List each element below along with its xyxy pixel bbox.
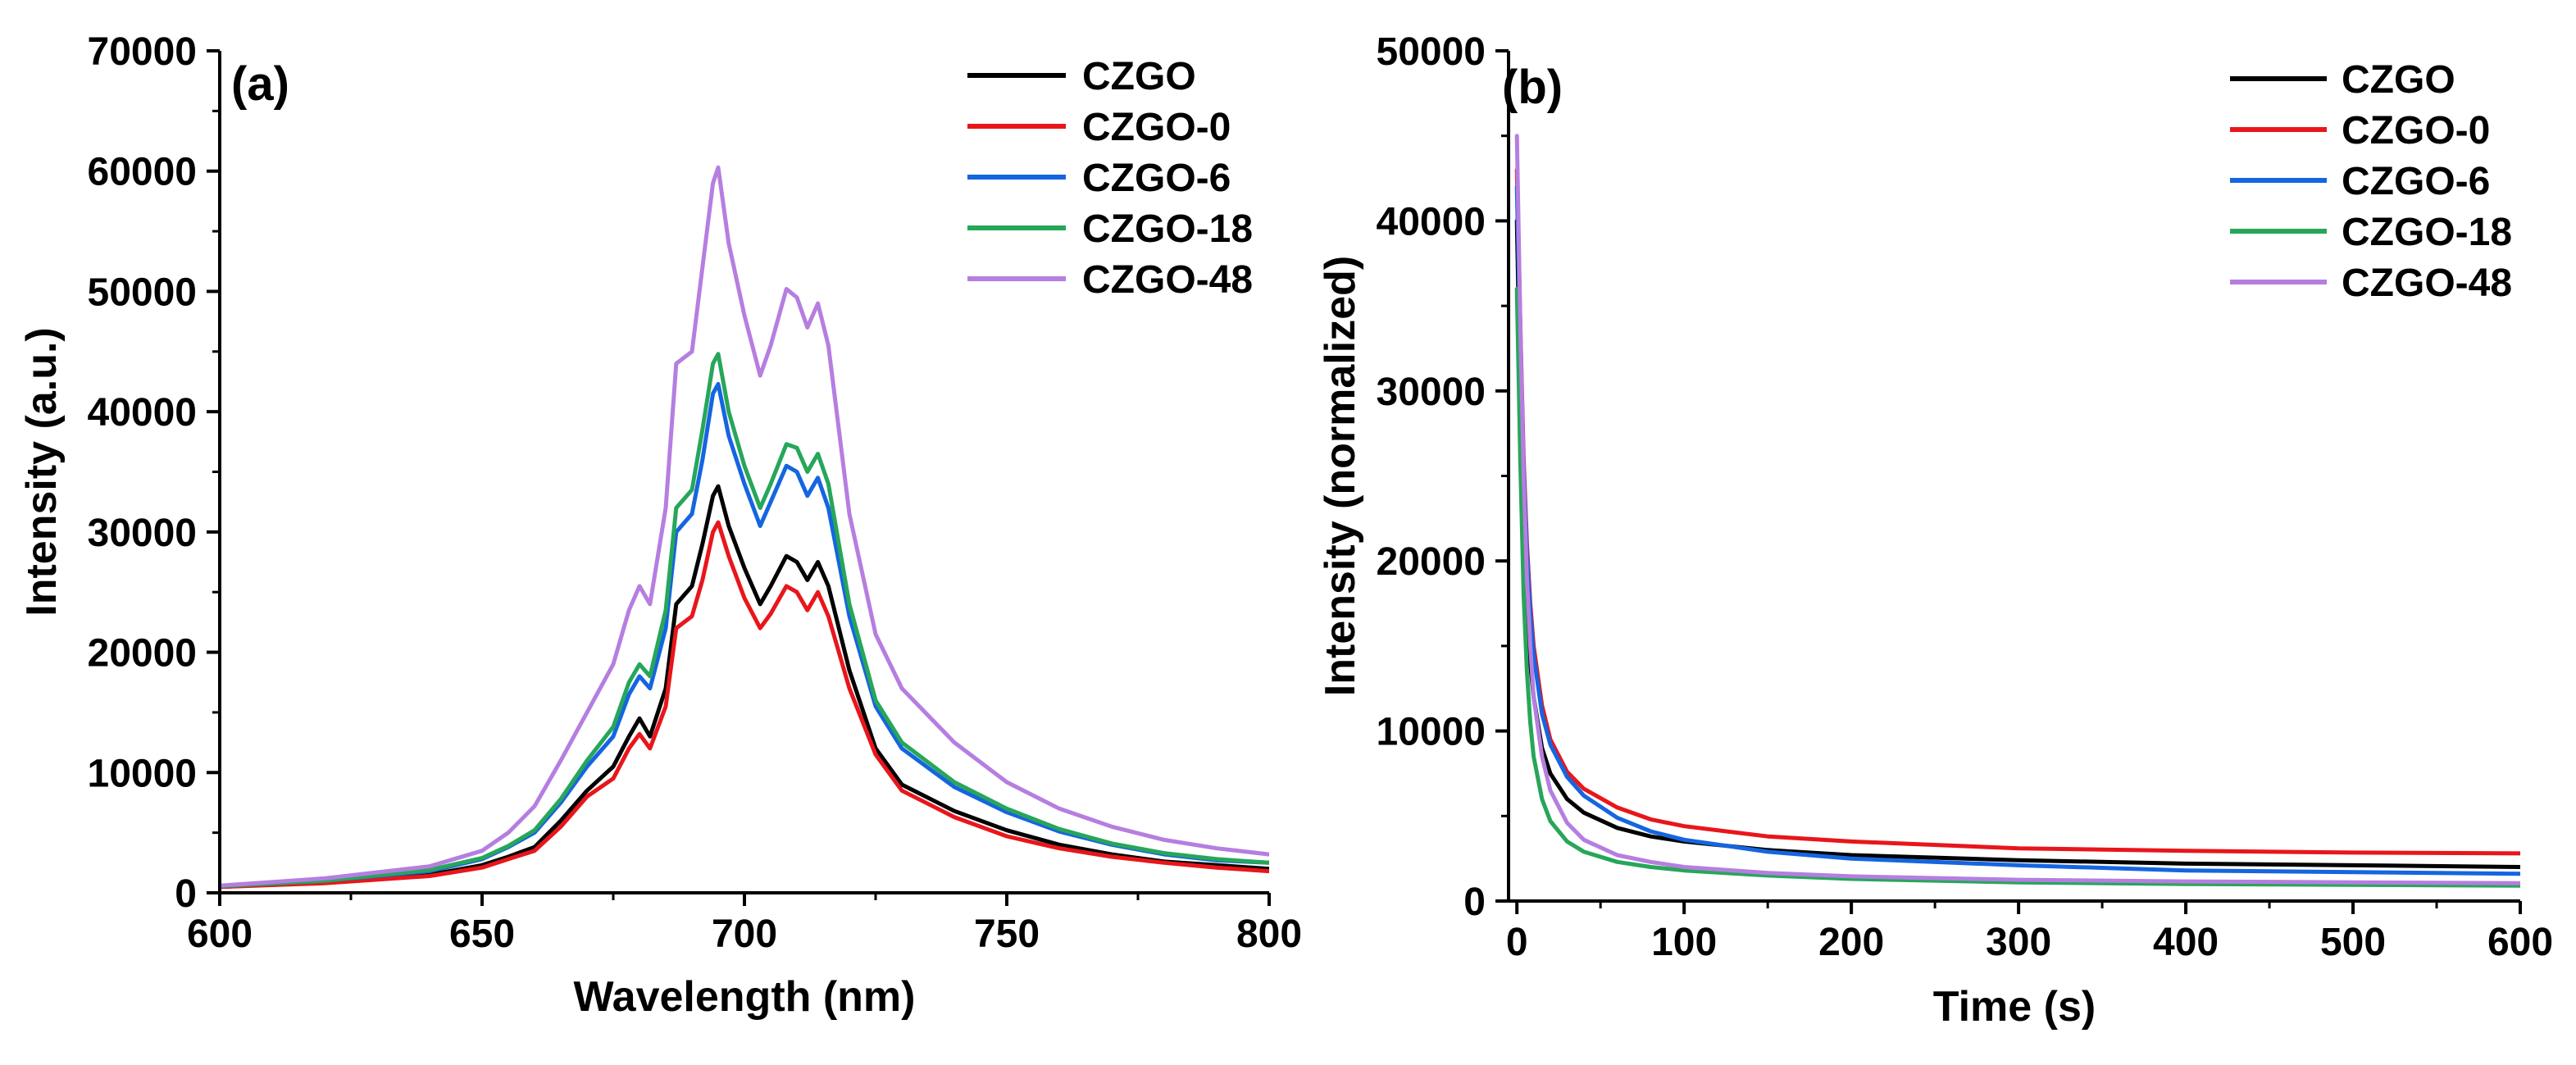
x-tick-label-a: 700 [712,913,777,956]
y-tick-label-b: 20000 [1377,540,1486,584]
y-tick-label-b: 30000 [1377,371,1486,414]
legend-label-czgo-48: CZGO-48 [2342,262,2512,305]
legend-label-czgo: CZGO [1082,55,1196,98]
y-tick-label-a: 0 [175,872,197,916]
series-line-czgo [220,484,1269,890]
y-axis-title-a: Intensity (a.u.) [18,327,66,616]
y-tick-label-a: 10000 [88,752,197,795]
x-tick-label-b: 300 [1986,921,2051,964]
x-tick-label-a: 800 [1236,913,1302,956]
y-axis-title-b: Intensity (normalized) [1317,256,1364,696]
y-tick-label-b: 0 [1463,881,1486,924]
legend-label-czgo-48: CZGO-48 [1082,258,1253,302]
panel-b-chart: 0 100 200 300 400 500 600 0 10000 20000 30000 40000… [1317,30,2553,1031]
x-tick-label-b: 400 [2153,921,2219,964]
y-tick-label-a: 30000 [88,512,197,555]
legend-label-czgo-18: CZGO-18 [2342,211,2512,254]
series-line-czgo-6 [220,381,1269,889]
y-tick-label-a: 40000 [88,391,197,435]
x-tick-label-a: 750 [974,913,1040,956]
panel-label-b: (b) [1502,61,1563,114]
x-tick-label-b: 100 [1651,921,1717,964]
series-line-czgo-48 [1514,134,2520,885]
x-tick-label-b: 600 [2487,921,2553,964]
x-tick-label-b: 200 [1818,921,1884,964]
legend-label-czgo-6: CZGO-6 [2342,160,2490,203]
legend-label-czgo-18: CZGO-18 [1082,207,1253,251]
legend-label-czgo-6: CZGO-6 [1082,157,1231,200]
legend-a: CZGO CZGO-0 CZGO-6 CZGO-18 CZGO-48 [967,55,1253,302]
x-tick-label-b: 0 [1506,921,1528,964]
series-line-czgo [1514,218,2520,869]
series-line-czgo-48 [220,165,1269,888]
x-tick-label-a: 600 [187,913,253,956]
legend-b: CZGO CZGO-0 CZGO-6 CZGO-18 CZGO-48 [2230,58,2512,305]
x-axis-title-b: Time (s) [1933,983,2096,1031]
legend-label-czgo-0: CZGO-0 [1082,106,1231,149]
panel-label-a: (a) [231,57,289,111]
legend-label-czgo: CZGO [2342,58,2455,102]
x-axis-title-a: Wavelength (nm) [574,973,916,1021]
series-line-czgo-0 [220,520,1269,890]
y-tick-label-a: 60000 [88,151,197,194]
y-tick-label-b: 40000 [1377,200,1486,243]
plot-area-a [220,165,1269,890]
panel-a-chart: 600 650 700 750 800 0 10000 20000 30000 40000 5000… [18,30,1302,1021]
y-tick-label-b: 10000 [1377,711,1486,754]
x-tick-label-a: 650 [449,913,515,956]
y-tick-label-b: 50000 [1377,30,1486,74]
series-line-czgo-18 [1514,286,2520,888]
legend-label-czgo-0: CZGO-0 [2342,109,2490,152]
x-tick-label-b: 500 [2320,921,2386,964]
y-tick-label-a: 50000 [88,271,197,314]
series-line-czgo-18 [220,352,1269,889]
plot-area-b [1514,134,2520,888]
y-tick-label-a: 20000 [88,632,197,676]
y-tick-label-a: 70000 [88,30,197,74]
